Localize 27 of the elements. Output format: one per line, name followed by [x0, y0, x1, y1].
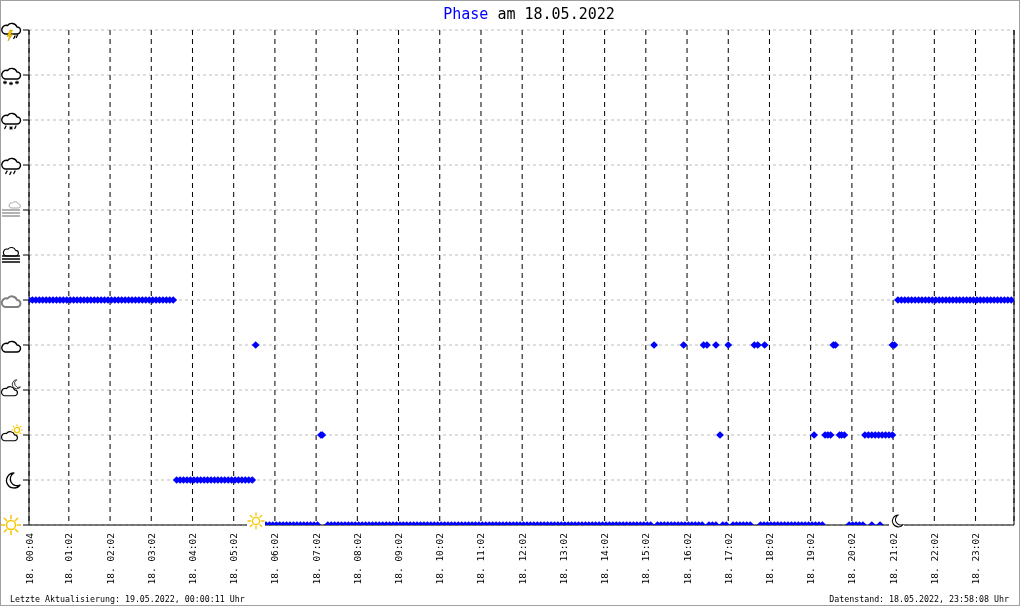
x-tick-label: 18. 00:04	[23, 532, 35, 585]
x-tick-label: 18. 06:02	[269, 533, 281, 585]
x-tick-label: 18. 11:02	[475, 533, 487, 585]
x-tick-label: 18. 19:02	[805, 533, 817, 585]
x-tick-label: 18. 14:02	[599, 533, 611, 585]
x-tick-label: 18. 09:02	[393, 533, 405, 585]
x-tick-label: 18. 20:02	[846, 533, 858, 585]
x-tick-label: 18. 04:02	[186, 533, 198, 585]
x-tick-label: 18. 07:02	[310, 533, 322, 585]
x-tick-label: 18. 03:02	[145, 533, 157, 585]
chart-title: Phase am 18.05.2022	[443, 5, 615, 23]
x-tick-label: 18. 16:02	[681, 533, 693, 585]
x-tick-label: 18. 23:02	[970, 533, 982, 585]
x-tick-label: 18. 21:02	[887, 533, 899, 585]
x-tick-label: 18. 15:02	[640, 533, 652, 585]
x-tick-label: 18. 05:02	[228, 533, 240, 585]
x-tick-label: 18. 17:02	[722, 533, 734, 585]
x-tick-label: 18. 22:02	[928, 533, 940, 585]
x-tick-label: 18. 08:02	[351, 533, 363, 585]
x-tick-label: 18. 02:02	[104, 533, 116, 585]
x-tick-label: 18. 12:02	[516, 533, 528, 585]
text: Datenstand: 18.05.2022, 23:58:08 Uhr	[829, 594, 1009, 604]
x-tick-label: 18. 18:02	[763, 533, 775, 585]
x-tick-label: 18. 10:02	[434, 533, 446, 585]
text: Letzte Aktualisierung: 19.05.2022, 00:00:11 Uhr	[10, 594, 245, 604]
x-tick-label: 18. 01:02	[63, 533, 75, 585]
x-tick-label: 18. 13:02	[557, 533, 569, 585]
